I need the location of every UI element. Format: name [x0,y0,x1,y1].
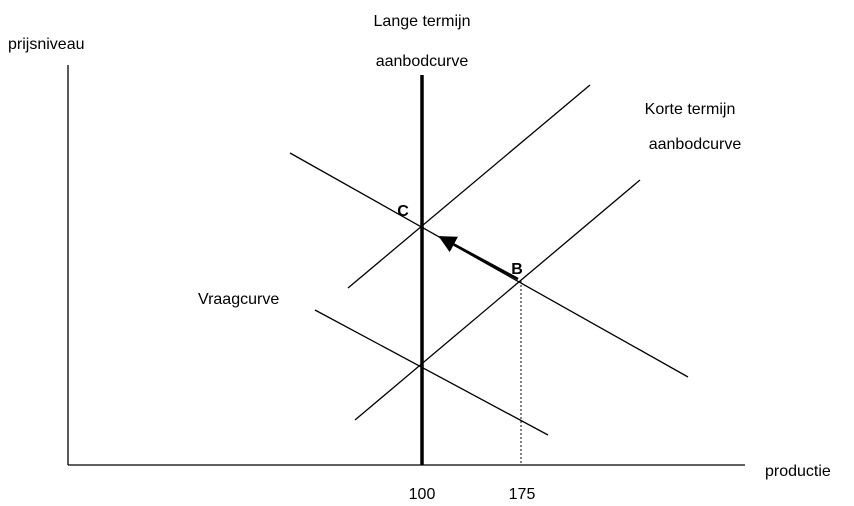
point-label: B [511,261,523,278]
lras-label: aanbodcurve [376,53,469,70]
demand-line-upper [289,152,689,378]
sras-label: aanbodcurve [649,136,742,153]
y-axis-label: prijsniveau [8,36,84,53]
sras-line-lower [354,179,641,421]
arrow [438,235,519,281]
sras-line-upper [347,84,591,289]
x-tick-label: 100 [409,486,436,503]
demand-line-lower [314,309,549,436]
x-axis-label: productie [765,463,831,480]
demand-label: Vraagcurve [198,291,279,308]
sras-label: Korte termijn [645,101,736,118]
x-tick-label: 175 [509,486,536,503]
point-label: C [397,203,409,220]
lras-label: Lange termijn [374,13,471,30]
